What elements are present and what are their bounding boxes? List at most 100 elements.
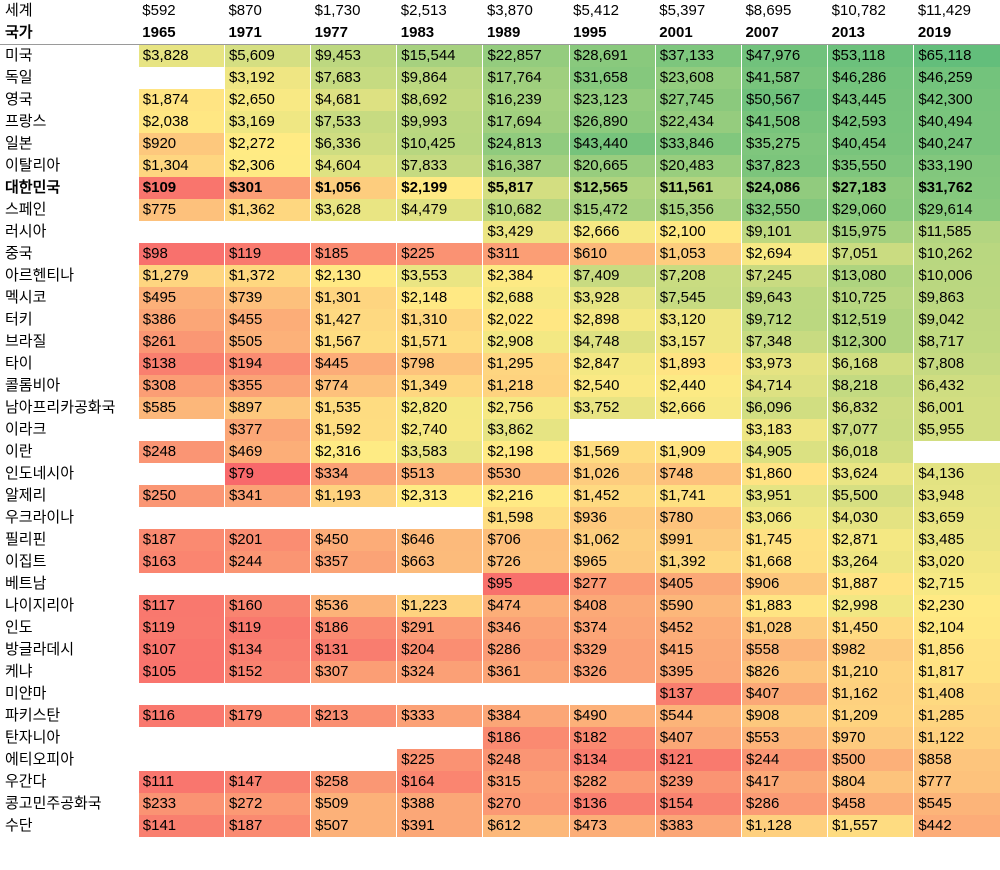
value-cell-1989: $95	[482, 573, 570, 595]
value-cell-1995: $3,752	[568, 397, 656, 419]
value-cell-2019: $858	[913, 749, 1000, 771]
value-cell-2013: $12,300	[827, 331, 914, 353]
country-name: 대한민국	[5, 179, 61, 196]
country-name: 독일	[5, 69, 33, 86]
value-cell-1989: $2,216	[482, 485, 570, 507]
value-cell-1971: $134	[223, 639, 311, 661]
country-name: 영국	[5, 91, 33, 108]
value-cell-1995: $31,658	[568, 67, 656, 89]
world-value-1965: $592	[142, 2, 176, 19]
world-value-2001: $5,397	[659, 2, 706, 19]
value-cell-1983: $2,199	[396, 177, 483, 199]
value-cell-2013: $40,454	[827, 133, 914, 155]
value-cell-2013: $3,624	[827, 463, 914, 485]
value-cell-1977: $185	[310, 243, 397, 265]
value-cell-1989: $2,198	[482, 441, 570, 463]
value-cell-2001: $544	[654, 705, 742, 727]
value-cell-2013: $46,286	[827, 67, 914, 89]
value-cell-2001: $407	[654, 727, 742, 749]
value-cell-1983: $333	[396, 705, 483, 727]
value-cell-2001: $154	[654, 793, 742, 815]
value-cell-2019: $6,432	[913, 375, 1000, 397]
table-row: 브라질 $261 $505 $1,567 $1,571 $2,908 $4,748 $3,15…	[0, 331, 1000, 353]
value-cell-2019: $2,230	[913, 595, 1000, 617]
value-cell-1989: $346	[482, 617, 570, 639]
value-cell-1983: $3,583	[396, 441, 483, 463]
value-cell-1989: $2,756	[482, 397, 570, 419]
value-cell-2007: $3,951	[740, 485, 828, 507]
value-cell-1983: $646	[396, 529, 483, 551]
value-cell-1995: $136	[568, 793, 656, 815]
value-cell-1971: $160	[223, 595, 311, 617]
value-cell-2001	[654, 419, 742, 441]
value-cell-2013: $804	[827, 771, 914, 793]
value-cell-1971: $301	[223, 177, 311, 199]
value-cell-1977: $536	[310, 595, 397, 617]
country-name: 탄자니아	[5, 729, 61, 746]
value-cell-1971: $119	[223, 243, 311, 265]
value-cell-1965	[137, 463, 225, 485]
value-cell-1989: $16,387	[482, 155, 570, 177]
value-cell-1983	[396, 727, 483, 749]
country-name: 콜롬비아	[5, 377, 61, 394]
value-cell-2007: $244	[740, 749, 828, 771]
value-cell-1989: $2,908	[482, 331, 570, 353]
value-cell-1983: $513	[396, 463, 483, 485]
value-cell-2019	[913, 441, 1000, 463]
value-cell-2019: $65,118	[913, 44, 1000, 67]
year-header-row: 국가 1965 1971 1977 1983 1989 1995 2001 2007 2013 2…	[0, 22, 1000, 45]
value-cell-1995: $374	[568, 617, 656, 639]
value-cell-2013: $1,162	[827, 683, 914, 705]
value-cell-1971: $272	[223, 793, 311, 815]
value-cell-1983: $1,310	[396, 309, 483, 331]
value-cell-1983	[396, 221, 483, 243]
value-cell-2001: $20,483	[654, 155, 742, 177]
value-cell-2013: $1,450	[827, 617, 914, 639]
value-cell-1965: $308	[137, 375, 225, 397]
value-cell-2013: $3,264	[827, 551, 914, 573]
value-cell-1965: $3,828	[137, 44, 225, 67]
value-cell-1995: $329	[568, 639, 656, 661]
value-cell-2019: $31,762	[913, 177, 1000, 199]
country-name: 러시아	[5, 223, 47, 240]
country-name: 타이	[5, 355, 33, 372]
value-cell-2013: $6,832	[827, 397, 914, 419]
value-cell-1965	[137, 749, 225, 771]
value-cell-1989: $17,764	[482, 67, 570, 89]
value-cell-1995: $23,123	[568, 89, 656, 111]
table-row: 나이지리아 $117 $160 $536 $1,223 $474 $408 $590 $1,88…	[0, 595, 1000, 617]
value-cell-1965	[137, 67, 225, 89]
country-name: 중국	[5, 245, 33, 262]
table-row: 이집트 $163 $244 $357 $663 $726 $965 $1,392 $1,668 $…	[0, 551, 1000, 573]
value-cell-1995: $2,898	[568, 309, 656, 331]
value-cell-2001: $7,208	[654, 265, 742, 287]
value-cell-2007: $9,101	[740, 221, 828, 243]
value-cell-1989: $315	[482, 771, 570, 793]
value-cell-1983: $2,148	[396, 287, 483, 309]
value-cell-1995: $326	[568, 661, 656, 683]
value-cell-1965: $163	[137, 551, 225, 573]
value-cell-1977	[310, 727, 397, 749]
country-name: 우간다	[5, 773, 47, 790]
value-cell-1971: $341	[223, 485, 311, 507]
value-cell-2007: $1,860	[740, 463, 828, 485]
value-cell-1995: $2,847	[568, 353, 656, 375]
value-cell-2019: $46,259	[913, 67, 1000, 89]
table-row: 이라크 $377 $1,592 $2,740 $3,862 $3,183 $7,077 $5,…	[0, 419, 1000, 441]
value-cell-1971: $2,306	[223, 155, 311, 177]
value-cell-2001: $1,893	[654, 353, 742, 375]
value-cell-2019: $2,104	[913, 617, 1000, 639]
value-cell-2001: $121	[654, 749, 742, 771]
value-cell-1983: $4,479	[396, 199, 483, 221]
value-cell-1995: $965	[568, 551, 656, 573]
country-name: 케냐	[5, 663, 33, 680]
value-cell-2013: $13,080	[827, 265, 914, 287]
value-cell-1989: $311	[482, 243, 570, 265]
value-cell-1983: $391	[396, 815, 483, 837]
value-cell-1965: $495	[137, 287, 225, 309]
value-cell-1977: $2,130	[310, 265, 397, 287]
value-cell-1983: $2,313	[396, 485, 483, 507]
table-row: 우크라이나 $1,598 $936 $780 $3,066 $4,030 $3,659	[0, 507, 1000, 529]
value-cell-1977	[310, 221, 397, 243]
value-cell-2001: $1,741	[654, 485, 742, 507]
